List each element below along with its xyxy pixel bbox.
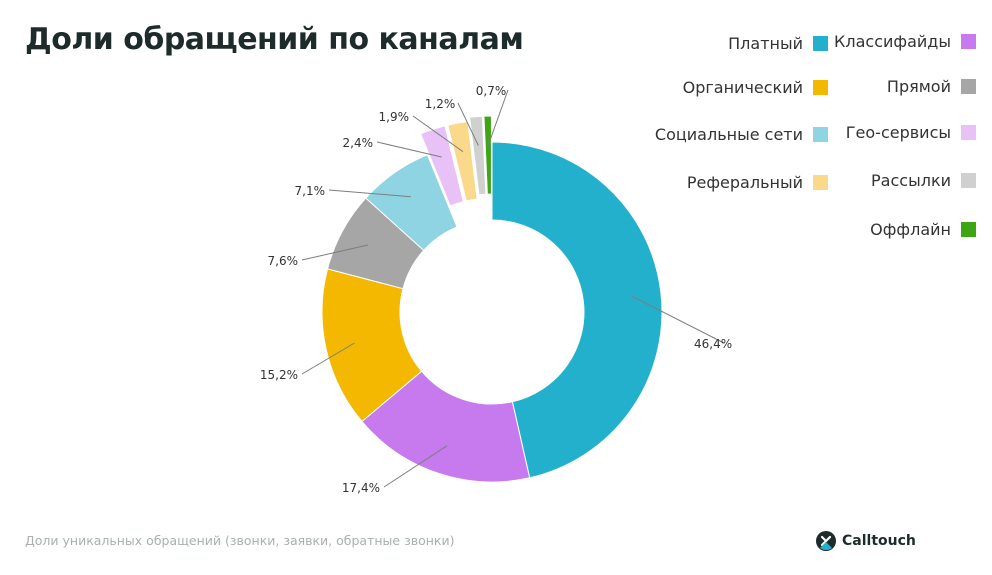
data-label-5: 7,1% [295, 184, 326, 198]
legend-label: Оффлайн [870, 220, 951, 239]
data-label-6: 2,4% [343, 136, 374, 150]
legend-swatch [961, 173, 976, 188]
slice-1 [491, 141, 663, 479]
calltouch-logo-icon [816, 531, 836, 551]
data-label-3: 15,2% [260, 368, 298, 382]
legend-swatch [813, 175, 828, 190]
legend-swatch [961, 79, 976, 94]
leader-line-3 [301, 342, 355, 375]
chart-legend: Платный Органический Социальные сети Реф… [600, 30, 992, 260]
data-label-2: 17,4% [342, 481, 380, 495]
legend-item-classifieds: Классифайды [834, 32, 976, 51]
legend-swatch [961, 222, 976, 237]
brand: Calltouch [816, 531, 916, 551]
slice-2 [361, 370, 531, 483]
slice-5 [365, 154, 458, 252]
legend-swatch [813, 36, 828, 51]
data-label-7: 1,9% [379, 110, 410, 124]
footer-note: Доли уникальных обращений (звонки, заявк… [25, 533, 455, 548]
leader-line-6 [376, 141, 442, 158]
legend-label: Прямой [886, 77, 951, 96]
legend-swatch [813, 127, 828, 142]
legend-label: Платный [728, 34, 803, 53]
data-label-8: 1,2% [425, 97, 456, 111]
legend-item-organic: Органический [683, 78, 828, 97]
page-title: Доли обращений по каналам [25, 22, 524, 57]
legend-swatch [813, 80, 828, 95]
legend-item-mailings: Рассылки [871, 171, 976, 190]
slice-6 [419, 125, 465, 207]
data-label-9: 0,7% [476, 84, 507, 98]
leader-line-8 [457, 102, 479, 146]
legend-label: Социальные сети [654, 125, 803, 144]
leader-line-4 [301, 244, 369, 261]
legend-label: Органический [682, 78, 803, 97]
legend-item-platny: Платный [728, 34, 828, 53]
data-label-4: 7,6% [268, 254, 299, 268]
brand-name: Calltouch [842, 533, 916, 549]
slice-7 [447, 121, 478, 202]
leader-line-9 [487, 89, 509, 146]
data-label-1: 46,4% [694, 337, 732, 351]
slice-9 [483, 115, 492, 195]
legend-item-offline: Оффлайн [870, 220, 976, 239]
legend-item-geo: Гео-сервисы [846, 123, 976, 142]
legend-label: Классифайды [834, 32, 951, 51]
legend-item-referral: Реферальный [687, 173, 828, 192]
legend-label: Реферальный [686, 173, 803, 192]
leader-line-1 [631, 295, 725, 344]
legend-item-social: Социальные сети [655, 125, 828, 144]
leader-line-5 [328, 189, 411, 198]
leader-line-7 [412, 115, 464, 153]
leader-line-2 [383, 445, 448, 488]
legend-swatch [961, 34, 976, 49]
legend-swatch [961, 125, 976, 140]
legend-label: Гео-сервисы [845, 123, 951, 142]
legend-item-direct: Прямой [887, 77, 976, 96]
legend-label: Рассылки [871, 171, 951, 190]
